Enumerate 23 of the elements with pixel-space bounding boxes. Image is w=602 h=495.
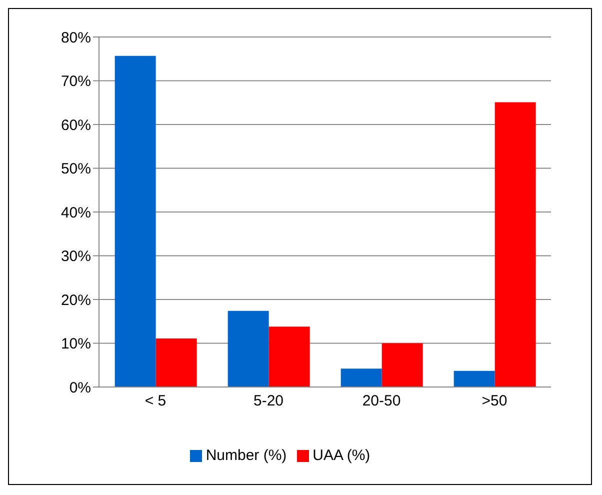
y-tick-label: 50% <box>60 160 91 178</box>
bar <box>156 338 197 387</box>
x-tick-label: 20-50 <box>362 392 401 410</box>
bar <box>382 343 423 387</box>
bar <box>268 326 310 387</box>
x-tick-label: >50 <box>482 392 508 410</box>
y-tick-label: 60% <box>60 116 91 134</box>
bar <box>494 102 536 387</box>
bar <box>114 56 156 387</box>
y-tick-label: 10% <box>60 336 91 353</box>
bar <box>228 310 269 387</box>
y-tick-label: 40% <box>60 204 91 222</box>
y-tick-label: 70% <box>60 73 91 90</box>
y-tick-label: 80% <box>60 29 91 46</box>
y-tick-label: 0% <box>69 379 91 396</box>
legend-label: Number (%) <box>206 447 287 464</box>
x-tick-label: 5-20 <box>253 392 284 410</box>
legend-label: UAA (%) <box>312 447 370 464</box>
y-tick-label: 30% <box>60 248 91 266</box>
y-tick-label: 20% <box>60 292 91 309</box>
bar <box>340 368 382 387</box>
x-tick-label: < 5 <box>144 392 166 410</box>
bar <box>454 370 495 387</box>
